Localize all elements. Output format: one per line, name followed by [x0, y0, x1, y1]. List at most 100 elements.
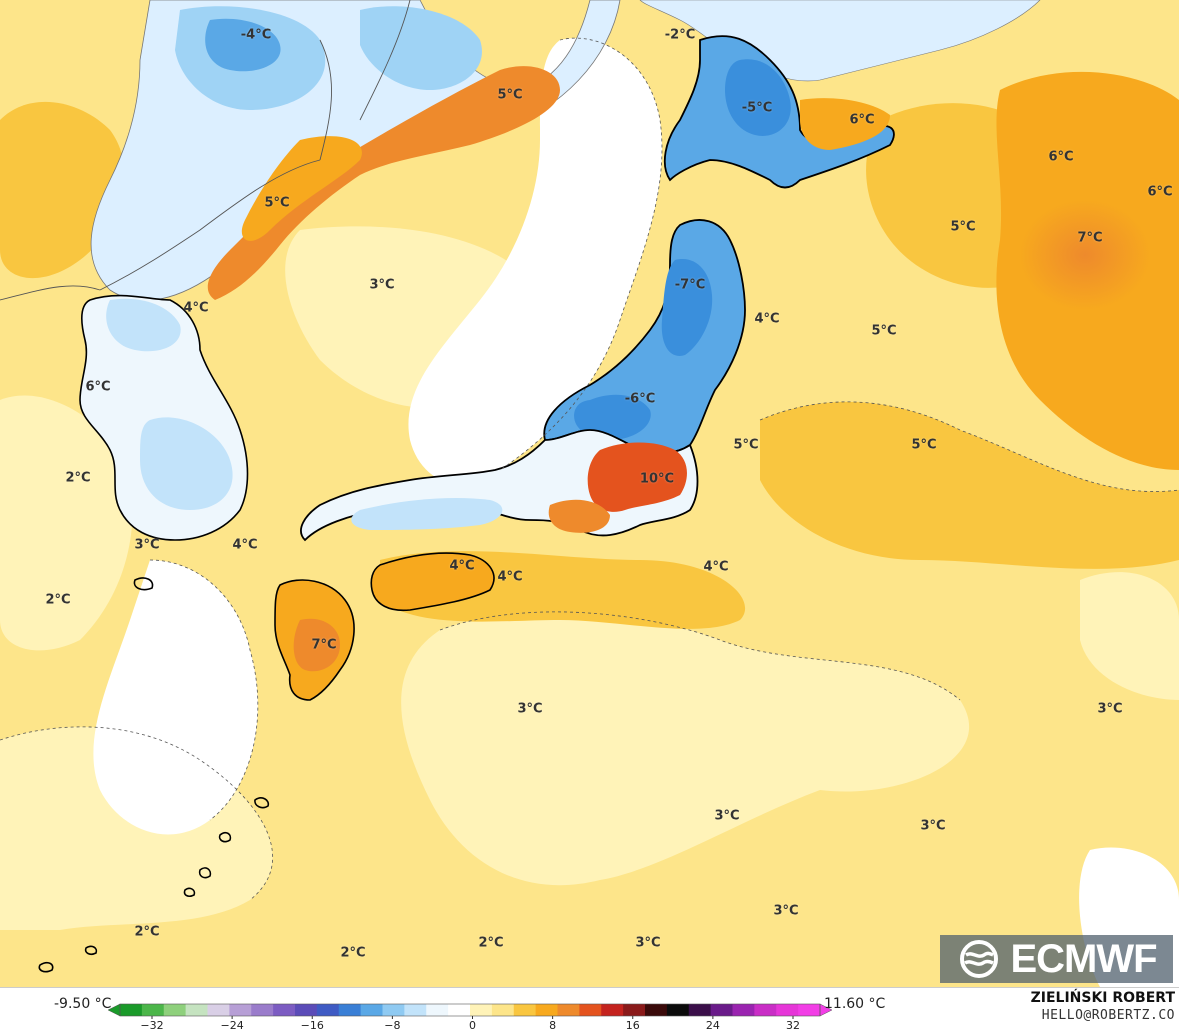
temperature-label: 3°C: [920, 818, 946, 834]
hotter-zone-kanto: [587, 442, 687, 512]
temperature-label: 2°C: [134, 924, 160, 940]
legend-color-step: [535, 1004, 558, 1016]
temperature-label: 6°C: [1147, 184, 1173, 200]
temperature-label: 6°C: [1048, 149, 1074, 165]
legend-color-step: [623, 1004, 646, 1016]
isotherm-contours: [0, 37, 1179, 901]
legend-arrow-left: [107, 1003, 121, 1017]
cold-core-hokkaido: [725, 59, 791, 136]
temperature-label: -6°C: [624, 391, 656, 407]
legend-min-label: -9.50 °C: [54, 996, 112, 1012]
temperature-label: 5°C: [497, 87, 523, 103]
temperature-label: 3°C: [714, 808, 740, 824]
temperature-label: 5°C: [871, 323, 897, 339]
legend-color-step: [141, 1004, 165, 1016]
cold-zone-korea-north: [106, 298, 181, 352]
legend-color-step: [338, 1004, 362, 1016]
warm-coast-primorye: [207, 66, 560, 300]
temperature-label: 4°C: [497, 569, 523, 585]
temperature-label: 3°C: [773, 903, 799, 919]
legend-tick-label: −8: [384, 1019, 401, 1032]
ecmwf-logo-icon: [960, 940, 999, 978]
temperature-label: 5°C: [950, 219, 976, 235]
legend-color-step: [513, 1004, 537, 1016]
land-shikoku: [370, 552, 495, 612]
legend-max-label: 11.60 °C: [824, 996, 886, 1012]
cold-zone-korea: [140, 417, 233, 510]
temperature-label: 3°C: [1097, 701, 1123, 717]
legend-color-step: [382, 1004, 405, 1016]
map-canvas: [0, 0, 1179, 987]
temperature-label: 2°C: [45, 592, 71, 608]
cold-zone-chugoku: [351, 498, 503, 530]
author-email: HELLO@ROBERTZ.CO: [1041, 1008, 1175, 1023]
legend-tick-label: 32: [786, 1019, 800, 1032]
temperature-label: 6°C: [85, 379, 111, 395]
color-scale-bar: [107, 1003, 833, 1019]
legend-color-step: [470, 1004, 493, 1016]
temperature-map: -4°C -2°C 5°C -5°C 6°C 6°C 6°C 5°C 5°C 7°C 3°C -7°C…: [0, 0, 1179, 987]
temperature-label: 3°C: [369, 277, 395, 293]
temperature-label: 4°C: [183, 300, 209, 316]
legend-tick-label: −24: [220, 1019, 244, 1032]
legend-color-step: [448, 1004, 471, 1016]
ecmwf-logo: ECMWF: [940, 935, 1173, 983]
legend-outline: [119, 1003, 821, 1017]
legend-tick-label: 24: [705, 1019, 720, 1032]
legend-tick-label: 16: [625, 1019, 640, 1032]
legend-color-step: [316, 1004, 340, 1016]
legend-color-step: [557, 1004, 580, 1016]
legend-color-step: [776, 1004, 799, 1016]
legend-color-step: [207, 1004, 230, 1016]
legend-color-step: [666, 1004, 690, 1016]
legend-color-step: [163, 1004, 187, 1016]
temperature-label: 4°C: [703, 559, 729, 575]
cold-core-chubu: [574, 394, 651, 440]
temperature-label: 3°C: [134, 537, 160, 553]
legend-tick-label: 8: [549, 1019, 557, 1032]
cold-core-manchuria: [205, 18, 281, 72]
legend-color-step: [645, 1004, 668, 1016]
legend-color-step: [251, 1004, 274, 1016]
temperature-label: 4°C: [754, 311, 780, 327]
legend-tick-label: −32: [140, 1019, 164, 1032]
temperature-label: 7°C: [311, 637, 337, 653]
legend-color-step: [732, 1004, 755, 1016]
temperature-label: 4°C: [449, 558, 475, 574]
legend-color-step: [295, 1004, 318, 1016]
land-russia-ne: [639, 0, 1041, 82]
temperature-label: 5°C: [733, 437, 759, 453]
author-credit: ZIELIŃSKI ROBERT: [1030, 990, 1175, 1006]
pale-sea-zone-se: [1080, 572, 1179, 700]
temperature-label: 3°C: [635, 935, 661, 951]
temperature-label: 2°C: [340, 945, 366, 961]
hot-zone-kyushu: [293, 618, 340, 672]
ryukyu-islands: [38, 577, 270, 973]
color-scale-legend: -9.50 °C −32 −24 −16 −8 0 8 16 24 32 11.60 °C ZI…: [0, 987, 1179, 1036]
temperature-label: 4°C: [232, 537, 258, 553]
temperature-label: 5°C: [911, 437, 937, 453]
temperature-label: 10°C: [639, 471, 675, 487]
legend-color-step: [185, 1004, 208, 1016]
temperature-label: 2°C: [478, 935, 504, 951]
pale-sea-zone-south: [401, 611, 970, 886]
legend-color-step: [491, 1004, 515, 1016]
temperature-label: -7°C: [674, 277, 706, 293]
warm-zone-pacific: [760, 401, 1179, 569]
legend-color-step: [710, 1004, 733, 1016]
legend-color-step: [404, 1004, 427, 1016]
cold-zone-manchuria-2: [360, 6, 482, 90]
legend-tick-label: −16: [300, 1019, 324, 1032]
hot-zone-tokai: [548, 499, 610, 533]
warm-coast-primorye-inner: [241, 136, 362, 241]
warm-zone-hokkaido-east: [800, 98, 890, 150]
temperature-label: 2°C: [65, 470, 91, 486]
neutral-zone-seajapan: [408, 38, 662, 485]
temperature-label: -2°C: [664, 27, 696, 43]
temperature-label: 5°C: [264, 195, 290, 211]
legend-color-step: [798, 1004, 821, 1016]
legend-color-step: [273, 1004, 296, 1016]
hotter-zone-east: [1020, 200, 1150, 310]
temperature-label: -4°C: [240, 27, 272, 43]
legend-color-step: [229, 1004, 252, 1016]
